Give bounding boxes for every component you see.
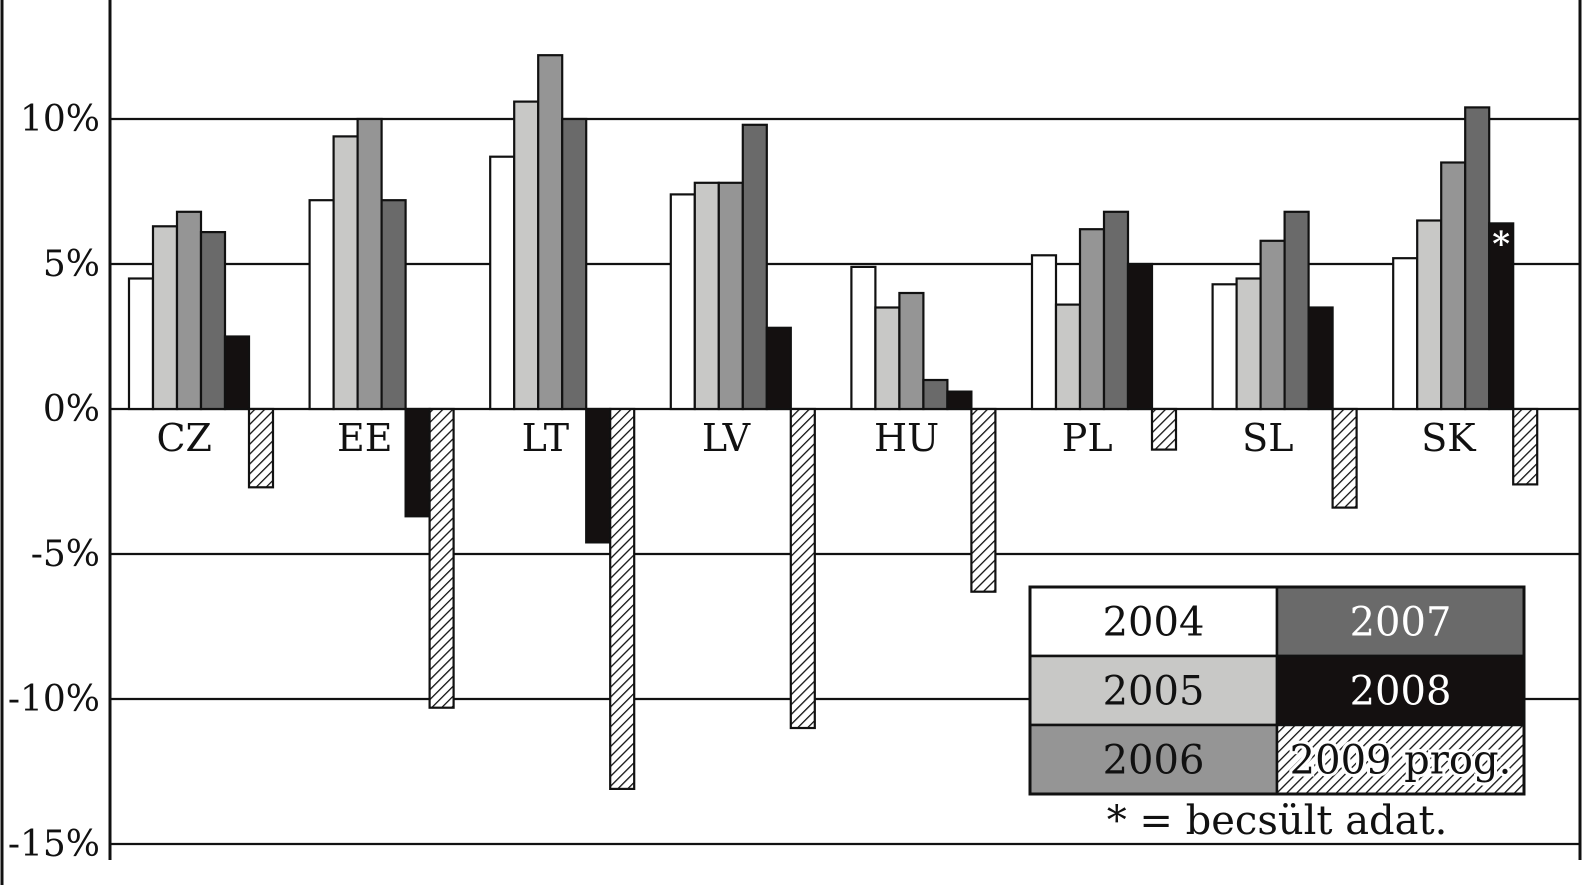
estimate-note: * = becsült adat. [1107, 798, 1448, 844]
bar-hu-2007 [922, 378, 949, 411]
annotation-asterisk: * [1492, 224, 1510, 264]
category-label-ee: EE [337, 416, 392, 460]
bar-lt-2007 [561, 117, 588, 411]
bar-lv-2006 [717, 181, 744, 411]
bar-hu-2004 [850, 265, 877, 411]
legend-label-2008: 2008 [1350, 669, 1452, 715]
bar-sl-2009-prog [1331, 407, 1358, 509]
bar-ee-2007 [380, 199, 407, 411]
category-label-sl: SL [1242, 416, 1293, 460]
bar-ee-2008 [404, 407, 431, 518]
bar-ee-2006 [356, 117, 383, 411]
bar-lv-2008 [765, 326, 792, 411]
bar-lt-2008 [585, 407, 612, 544]
legend-swatch-2004 [1028, 585, 1279, 658]
y-tick-label: 0% [43, 389, 100, 430]
bar-lv-2004 [669, 193, 696, 411]
bar-sl-2006 [1259, 239, 1286, 411]
bar-sl-2008 [1307, 306, 1334, 411]
bar-sk-2007 [1464, 106, 1491, 411]
bar-sk-2004 [1392, 257, 1419, 411]
y-tick-label: 10% [20, 99, 100, 140]
legend-label-2005: 2005 [1103, 669, 1205, 715]
legend-swatch-2007 [1275, 585, 1526, 658]
bar-sk-2009-prog [1512, 407, 1539, 486]
y-tick-label: -10% [8, 679, 100, 720]
category-label-hu: HU [874, 416, 939, 460]
bar-lv-2009-prog [789, 407, 816, 730]
bar-lt-2006 [537, 54, 564, 411]
bar-hu-2009-prog [970, 407, 997, 593]
bar-cz-2004 [127, 277, 155, 411]
bar-sk-2005 [1416, 219, 1443, 411]
bar-lv-2007 [741, 123, 768, 411]
bar-sk-2008 [1488, 222, 1515, 411]
category-label-pl: PL [1062, 416, 1113, 460]
bar-lt-2005 [513, 100, 540, 411]
legend-swatch-2009-prog [1275, 723, 1526, 796]
bar-sk-2006 [1440, 161, 1467, 411]
legend-label-2009-prog: 2009 prog. [1290, 738, 1512, 784]
bar-pl-2007 [1102, 210, 1130, 411]
bar-hu-2005 [874, 306, 901, 411]
legend: 2004 2005 2006 2007 2008 2009 prog. * = becsül… [1028, 585, 1526, 844]
bar-sl-2005 [1235, 277, 1262, 411]
bar-ee-2004 [308, 199, 335, 411]
bar-ee-2009-prog [428, 407, 455, 709]
y-tick-label: -5% [31, 534, 100, 575]
bar-pl-2006 [1078, 228, 1106, 411]
y-tick-label: 5% [43, 244, 100, 285]
bar-cz-2005 [151, 225, 179, 411]
y-tick-label: -15% [8, 824, 100, 865]
bar-hu-2008 [946, 390, 973, 411]
bar-cz-2008 [223, 335, 251, 411]
legend-label-2007: 2007 [1350, 600, 1452, 646]
legend-frame [1028, 585, 1526, 796]
bar-sl-2007 [1283, 210, 1310, 411]
bar-pl-2004 [1030, 254, 1058, 411]
bar-lv-2005 [693, 181, 720, 411]
legend-label-2004: 2004 [1103, 600, 1205, 646]
category-label-sk: SK [1421, 416, 1476, 460]
labels: 10% 5% 0% -5% -10% -15% CZ EE LT LV HU PL SL SK * [8, 99, 1510, 865]
bar-pl-2009-prog [1150, 407, 1178, 451]
bar-cz-2009-prog [247, 407, 275, 489]
category-label-lt: LT [522, 416, 569, 460]
bar-ee-2005 [332, 135, 359, 411]
bar-pl-2008 [1126, 262, 1154, 411]
category-label-lv: LV [702, 416, 751, 460]
bar-sl-2004 [1211, 283, 1238, 411]
bar-hu-2006 [898, 291, 925, 411]
bar-lt-2009-prog [609, 407, 636, 790]
legend-label-2006: 2006 [1103, 738, 1205, 784]
bars [127, 54, 1539, 790]
bar-pl-2005 [1054, 303, 1082, 411]
category-label-cz: CZ [156, 416, 211, 460]
bar-cz-2007 [199, 231, 227, 411]
bar-lt-2004 [489, 155, 516, 411]
bar-cz-2006 [175, 210, 203, 411]
